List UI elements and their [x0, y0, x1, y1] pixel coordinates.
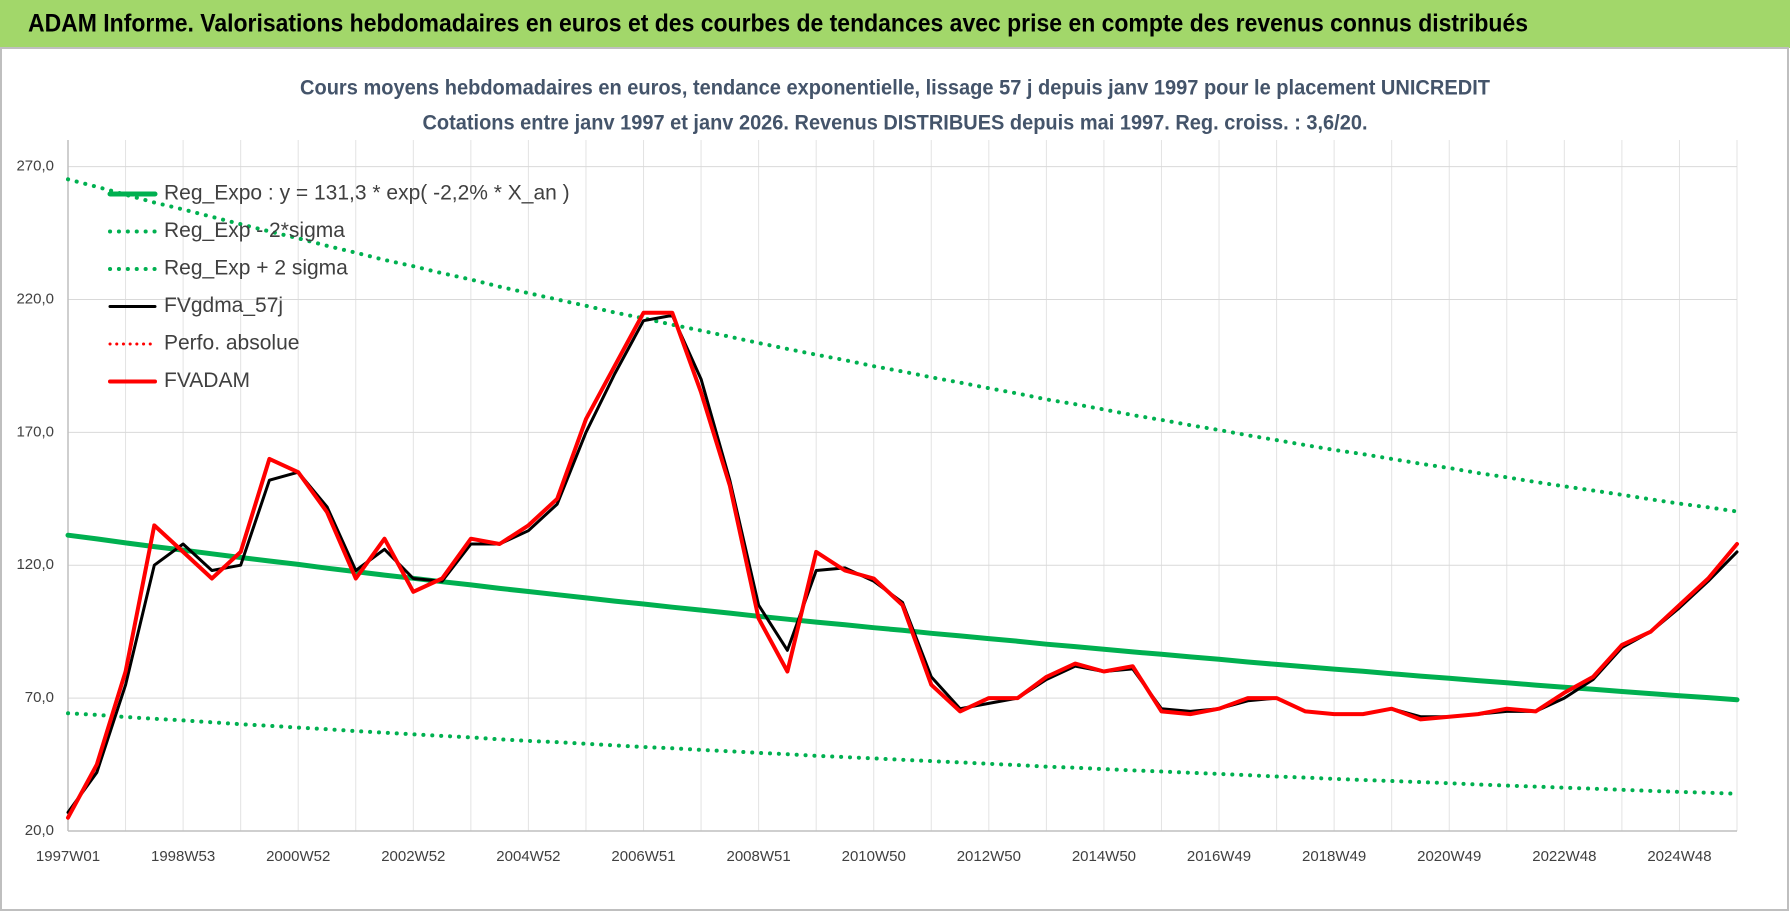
series-line [66, 310, 1739, 820]
header-title: ADAM Informe. Valorisations hebdomadaire… [28, 10, 1528, 38]
x-tick-label: 2024W48 [1647, 848, 1711, 865]
legend-label: Perfo. absolue [164, 332, 299, 355]
series-line [66, 313, 1739, 814]
y-tick-label: 220,0 [16, 290, 54, 307]
chart-title: Cours moyens hebdomadaires en euros, ten… [300, 77, 1490, 100]
x-tick-label: 2020W49 [1417, 848, 1481, 865]
x-tick-label: 2004W52 [496, 848, 560, 865]
x-tick-label: 2012W50 [957, 848, 1021, 865]
x-tick-label: 2016W49 [1187, 848, 1251, 865]
legend-label: Reg_Exp - 2*sigma [164, 219, 345, 242]
lines [65, 177, 1740, 820]
x-tick-label: 1998W53 [151, 848, 215, 865]
legend-label: Reg_Exp + 2 sigma [164, 257, 348, 280]
x-tick-label: 1997W01 [36, 848, 100, 865]
frame [0, 47, 1789, 911]
x-tick-label: 2002W52 [381, 848, 445, 865]
series-line [66, 711, 1739, 796]
x-tick-label: 2006W51 [611, 848, 675, 865]
x-tick-label: 2018W49 [1302, 848, 1366, 865]
x-tick-label: 2022W48 [1532, 848, 1596, 865]
legend: Reg_Expo : y = 131,3 * exp( -2,2% * X_an… [107, 182, 570, 392]
y-tick-label: 170,0 [16, 423, 54, 440]
grid: 1997W01 1998W53 2000W52 2002W52 2004W52 2006W… [16, 140, 1738, 865]
x-tick-label: 2010W50 [842, 848, 906, 865]
x-tick-label: 2014W50 [1072, 848, 1136, 865]
y-tick-label: 70,0 [25, 689, 54, 706]
y-tick-label: 20,0 [25, 822, 54, 839]
x-tick-label: 2000W52 [266, 848, 330, 865]
header-bar [0, 0, 1790, 48]
y-tick-label: 120,0 [16, 556, 54, 573]
y-tick-label: 270,0 [16, 158, 54, 175]
legend-label: Reg_Expo : y = 131,3 * exp( -2,2% * X_an… [164, 182, 570, 205]
x-tick-label: 2008W51 [727, 848, 791, 865]
legend-label: FVgdma_57j [164, 294, 283, 317]
legend-label: FVADAM [164, 369, 250, 392]
chart-subtitle: Cotations entre janv 1997 et janv 2026. … [423, 112, 1368, 135]
series-line [65, 532, 1740, 703]
